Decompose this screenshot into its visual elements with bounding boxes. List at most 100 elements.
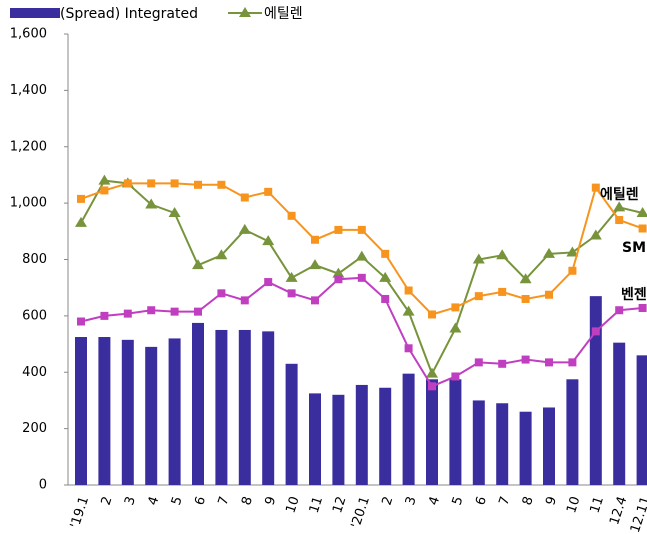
marker <box>404 286 413 295</box>
line <box>80 182 643 316</box>
marker <box>615 306 624 315</box>
marker <box>428 382 436 391</box>
y-tick-label: 1,200 <box>10 139 47 154</box>
bar <box>121 339 134 485</box>
bar <box>332 394 345 485</box>
marker <box>474 292 483 301</box>
bar <box>449 379 462 485</box>
x-tick-label: '19.1 <box>68 495 92 531</box>
y-tick-label: 400 <box>22 365 47 380</box>
marker <box>123 309 132 318</box>
marker <box>77 194 85 203</box>
marker <box>100 186 109 195</box>
y-tick-label: 1,000 <box>10 196 47 211</box>
x-tick-label: 9 <box>263 495 280 508</box>
bar <box>75 337 87 485</box>
legend-swatch <box>239 7 251 17</box>
marker <box>145 198 158 209</box>
marker <box>589 229 602 240</box>
y-tick-label: 0 <box>39 478 47 493</box>
line <box>80 276 643 388</box>
marker <box>217 180 226 189</box>
marker <box>498 359 507 368</box>
marker <box>357 225 366 234</box>
marker <box>332 267 345 278</box>
x-tick-label: 3 <box>403 495 420 508</box>
marker <box>545 290 553 299</box>
bar <box>285 363 298 485</box>
marker <box>147 179 156 188</box>
marker <box>168 206 181 217</box>
marker <box>240 296 249 305</box>
x-tick-label: '20.1 <box>349 495 373 531</box>
marker <box>77 317 85 326</box>
x-tick-label: 2 <box>99 495 116 508</box>
bar <box>402 373 415 485</box>
marker <box>519 273 532 284</box>
marker <box>123 179 132 188</box>
series-end-label: 벤젠 <box>621 287 647 303</box>
x-tick-label: 6 <box>473 495 490 508</box>
bar <box>355 384 368 485</box>
marker <box>568 358 577 367</box>
marker <box>100 311 109 320</box>
marker <box>147 306 156 315</box>
bar <box>566 379 579 485</box>
series-end-label: SM <box>622 240 646 256</box>
bar <box>496 403 509 485</box>
x-tick-label: 12.4 <box>607 495 630 527</box>
y-tick-label: 800 <box>22 252 47 267</box>
marker <box>287 211 296 220</box>
marker <box>240 193 249 202</box>
x-tick-label: 9 <box>543 495 560 508</box>
marker <box>381 249 390 258</box>
marker <box>426 367 438 378</box>
marker <box>355 250 368 261</box>
marker <box>638 303 647 312</box>
bar <box>613 342 626 485</box>
legend-label: 에틸렌 <box>264 6 303 22</box>
x-tick-label: 2 <box>380 495 397 508</box>
marker <box>334 275 343 284</box>
marker <box>451 372 460 381</box>
bar <box>98 337 111 485</box>
bar <box>262 331 275 485</box>
marker <box>566 246 579 257</box>
y-tick-label: 600 <box>22 308 47 323</box>
marker <box>591 183 600 192</box>
bar <box>426 379 438 485</box>
marker <box>449 322 462 333</box>
marker <box>636 206 647 217</box>
bar <box>309 393 321 485</box>
marker <box>217 289 226 298</box>
marker <box>98 174 111 185</box>
marker <box>264 278 273 287</box>
marker <box>194 180 202 189</box>
x-tick-label: 10 <box>283 495 302 515</box>
y-tick-label: 1,600 <box>10 27 47 42</box>
marker <box>311 296 319 305</box>
marker <box>472 253 485 264</box>
x-tick-label: 12.11 <box>628 495 647 534</box>
bar <box>472 400 485 485</box>
marker <box>357 273 366 282</box>
marker <box>238 223 251 234</box>
x-tick-label: 11 <box>588 495 607 515</box>
x-tick-label: 10 <box>564 495 583 515</box>
marker <box>334 225 343 234</box>
marker <box>498 287 507 296</box>
marker <box>285 271 298 282</box>
marker <box>311 235 319 244</box>
marker <box>215 249 228 260</box>
x-tick-label: 7 <box>497 495 514 508</box>
marker <box>543 247 555 258</box>
marker <box>613 201 626 212</box>
x-tick-label: 5 <box>169 495 186 508</box>
marker <box>521 294 530 303</box>
bar <box>145 346 158 485</box>
x-tick-label: 5 <box>450 495 467 508</box>
marker <box>428 310 436 319</box>
marker <box>287 289 296 298</box>
marker <box>379 271 392 282</box>
